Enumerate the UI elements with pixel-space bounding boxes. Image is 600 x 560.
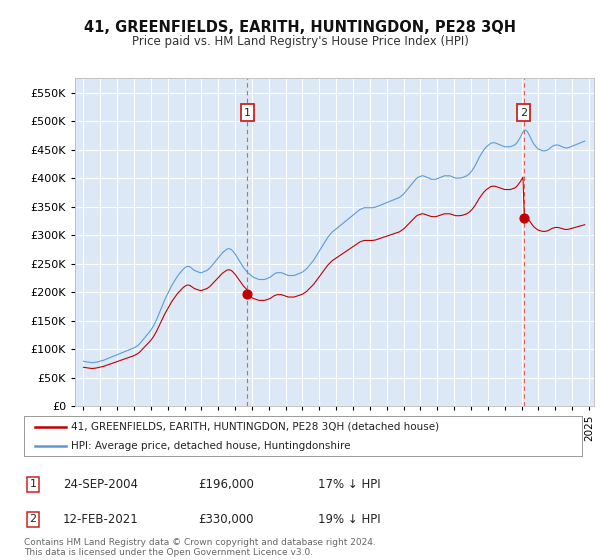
Text: 1: 1 xyxy=(244,108,251,118)
Text: 2: 2 xyxy=(520,108,527,118)
Point xyxy=(242,290,252,299)
Text: 41, GREENFIELDS, EARITH, HUNTINGDON, PE28 3QH: 41, GREENFIELDS, EARITH, HUNTINGDON, PE2… xyxy=(84,20,516,35)
Text: 12-FEB-2021: 12-FEB-2021 xyxy=(63,512,139,526)
Text: 24-SEP-2004: 24-SEP-2004 xyxy=(63,478,138,491)
Text: 41, GREENFIELDS, EARITH, HUNTINGDON, PE28 3QH (detached house): 41, GREENFIELDS, EARITH, HUNTINGDON, PE2… xyxy=(71,422,440,432)
Text: 1: 1 xyxy=(29,479,37,489)
Text: 2: 2 xyxy=(29,514,37,524)
Text: Price paid vs. HM Land Registry's House Price Index (HPI): Price paid vs. HM Land Registry's House … xyxy=(131,35,469,48)
Text: 19% ↓ HPI: 19% ↓ HPI xyxy=(318,512,380,526)
Text: 17% ↓ HPI: 17% ↓ HPI xyxy=(318,478,380,491)
Text: Contains HM Land Registry data © Crown copyright and database right 2024.
This d: Contains HM Land Registry data © Crown c… xyxy=(24,538,376,557)
Text: £330,000: £330,000 xyxy=(198,512,254,526)
Text: £196,000: £196,000 xyxy=(198,478,254,491)
Text: HPI: Average price, detached house, Huntingdonshire: HPI: Average price, detached house, Hunt… xyxy=(71,441,351,451)
Point xyxy=(519,213,529,222)
